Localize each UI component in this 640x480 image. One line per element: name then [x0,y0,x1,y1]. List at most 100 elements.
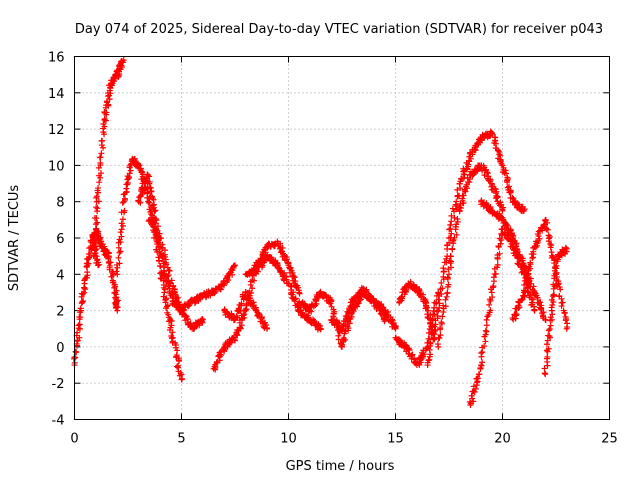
data-point-trail [312,320,319,327]
data-point-trail [164,273,171,280]
data-point-trail [504,179,511,186]
x-tick-label: 5 [177,432,185,447]
data-point-trail [482,327,489,334]
data-point-trail [549,253,556,260]
data-point-trail [118,220,125,227]
data-point-trail [235,305,242,312]
data-point-trail [157,263,164,270]
data-point-trail [165,311,172,318]
data-point-trail [279,244,286,251]
data-point [435,307,442,314]
data-point-trail [383,310,390,317]
data-point-trail [354,294,361,301]
data-point-trail [161,253,168,260]
data-point-trail [97,170,104,177]
data-point-trail [402,343,409,350]
data-point-trail [251,277,258,284]
data-point-trail [115,244,122,251]
data-point-trail [447,222,454,229]
data-point [542,316,549,323]
data-point-trail [447,253,454,260]
data-point-trail [96,154,103,161]
data-point-trail [537,306,544,313]
data-point-trail [168,322,175,329]
data-point-trail [483,316,490,323]
data-point-trail [72,354,79,361]
data-point-trail [72,348,79,355]
data-point-trail [121,207,128,214]
data-point-trail [106,96,113,103]
data-point-trail [449,205,456,212]
data-point-trail [557,286,564,293]
y-tick-label: 16 [48,51,65,66]
data-point [178,376,185,383]
y-tick-label: 4 [56,268,64,283]
data-point-trail [446,257,453,264]
data-point-trail [438,319,445,326]
data-point-trail [446,226,453,233]
data-point-trail [96,179,103,186]
data-point [499,207,506,214]
data-point-trail [427,340,434,347]
data-point-trail [552,270,559,277]
data-point-trail [544,226,551,233]
data-point-trail [483,169,490,176]
data-point-trail [496,250,503,257]
data-point-trail [494,261,501,268]
data-point [381,316,388,323]
data-point-trail [409,351,416,358]
data-point-trail [465,161,472,168]
data-point-trail [483,328,490,335]
data-point-trail [433,308,440,315]
data-point-trail [472,385,479,392]
data-point-trail [77,305,84,312]
data-point-trail [174,362,181,369]
data-point-trail [277,267,284,274]
data-point-trail [171,289,178,296]
data-point [161,289,168,296]
data-point-trail [100,120,107,127]
data-point-trail [515,201,522,208]
data-point-trail [527,259,534,266]
data-point-trail [475,371,482,378]
data-point-trail [544,353,551,360]
data-point-trail [118,63,125,70]
data-point-trail [126,170,133,177]
data-point-trail [158,235,165,242]
data-point-trail [424,304,431,311]
data-point-trail [504,229,511,236]
data-point-trail [339,341,346,348]
data-point-trail [544,219,551,226]
data-point-trail [257,258,264,265]
data-point-trail [448,258,455,265]
data-point-trail [123,181,130,188]
data-point-trail [80,298,87,305]
data-point-trail [479,359,486,366]
data-point-trail [431,304,438,311]
data-point-trail [119,216,126,223]
data-point-trail [287,264,294,271]
data-point-trail [444,274,451,281]
data-point-trail [427,319,434,326]
data-point-trail [130,157,137,164]
data-point-trail [123,188,130,195]
data-point-trail [224,273,231,280]
data-point-trail [482,338,489,345]
data-point-trail [558,303,565,310]
data-point-trail [512,312,519,319]
data-point-trail [535,228,542,235]
data-point-trail [544,348,551,355]
data-point-trail [470,398,477,405]
data-point-trail [118,233,125,240]
data-point-trail [292,295,299,302]
data-point-trail [85,251,92,258]
data-point-trail [481,343,488,350]
data-point-trail [150,223,157,230]
y-tick-label: 10 [48,159,65,174]
data-point-trail [184,316,191,323]
data-point-trail [176,357,183,364]
data-point-trail [483,322,490,329]
data-point-trail [105,255,112,262]
data-point-trail [520,287,527,294]
data-point-trail [487,307,494,314]
